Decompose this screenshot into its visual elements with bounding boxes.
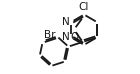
Text: N: N: [62, 32, 70, 42]
Text: Br: Br: [44, 30, 56, 40]
Text: N: N: [62, 17, 70, 27]
Text: Cl: Cl: [79, 2, 89, 12]
Text: O: O: [70, 32, 79, 42]
